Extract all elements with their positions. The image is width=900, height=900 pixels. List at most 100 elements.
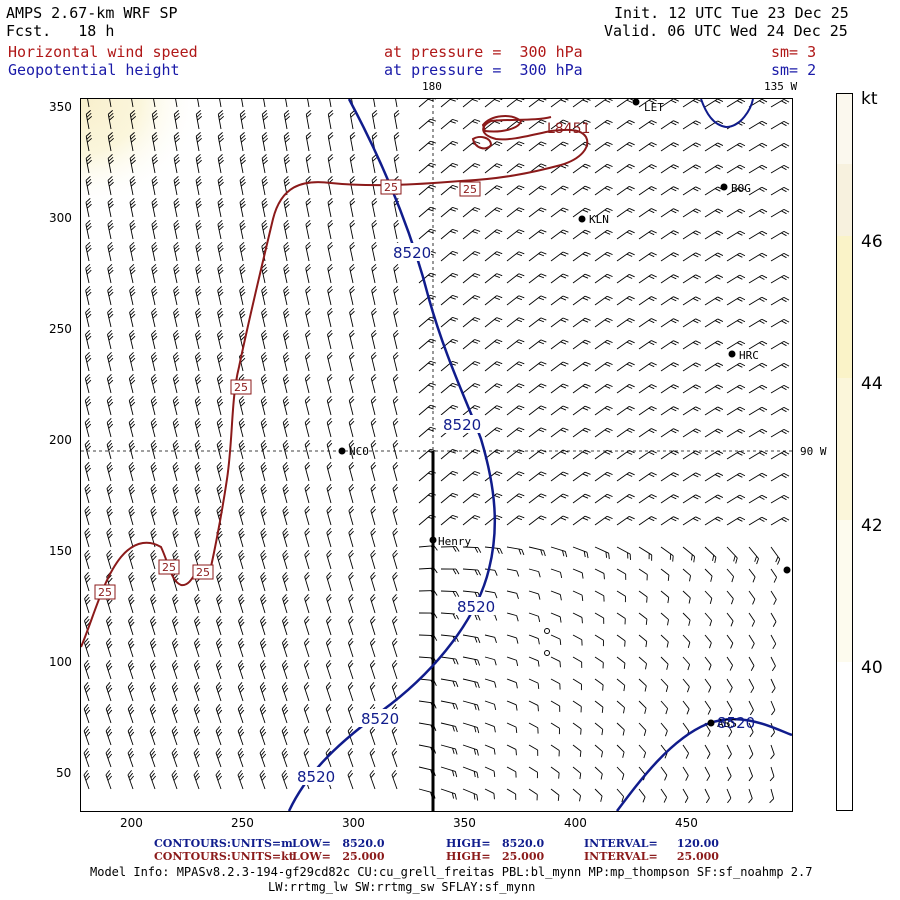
wind-barb [304,418,311,438]
wind-barb [216,550,223,570]
wind-barb [506,449,525,460]
footer-speed-units: UNITS=kt [231,850,294,863]
y-tick-200: 200 [49,433,72,447]
wind-barb [283,198,290,218]
wind-barb [150,484,157,504]
wind-barb [682,208,702,218]
wind-barb [616,208,635,218]
wind-barb [129,330,136,350]
wind-barb [150,440,158,460]
wind-barb [572,678,582,691]
wind-barb [770,230,790,240]
wind-barb [726,340,746,350]
wind-barb [660,186,679,196]
wind-barb [594,678,604,691]
wind-barb [462,678,480,689]
wind-barb [260,352,268,372]
wind-barb [682,186,702,196]
wind-barb [105,770,113,790]
colorbar-label-44: 44 [861,374,883,394]
wind-barb [616,186,635,196]
wind-barb [572,295,591,306]
wind-barb [594,493,613,504]
height-label-5: 8520 [297,768,335,786]
wind-barb [127,770,135,790]
wind-barb [194,418,202,438]
wind-barb [506,722,518,733]
wind-barb [215,770,223,790]
wind-barb [370,572,376,592]
wind-barb [638,546,653,561]
wind-barb [704,384,724,394]
wind-barb [371,176,378,196]
wind-barb [283,220,290,240]
wind-barb [216,374,224,394]
wind-barb [528,229,547,240]
wind-barb [238,462,245,482]
svg-text:LET: LET [644,101,664,114]
wind-barb [173,220,180,240]
wind-barb [149,704,157,724]
station-nco: NCO [338,445,369,458]
wind-barb [770,450,790,460]
wind-barb [748,612,755,627]
wind-barb [282,374,290,394]
colorbar-unit: kt [861,89,878,109]
wind-barb [261,198,268,218]
wind-barb [260,550,267,570]
wind-barb [528,546,546,557]
wind-barb [348,484,355,504]
wind-barb [506,515,525,526]
wind-barb [128,396,136,416]
wind-barb [193,726,201,746]
wind-barb [128,462,135,482]
wind-barb [704,274,724,284]
wind-barb [259,682,267,702]
wind-barb [237,660,245,680]
wind-barb [303,704,310,724]
wind-barb [440,294,459,306]
wind-barb [261,220,268,240]
wind-barb [172,374,180,394]
wind-barb [107,220,114,240]
wind-barb [572,273,591,284]
wind-barb [594,405,613,416]
wind-barb [726,186,746,196]
init-time: Init. 12 UTC Tue 23 Dec 25 [614,4,849,22]
wind-barb [348,506,355,526]
wind-barb [660,274,679,284]
wind-barb [195,220,202,240]
field2-level: at pressure = 300 hPa [384,61,583,79]
wind-barb [282,550,289,570]
wind-barb [594,427,613,438]
wind-barb [726,252,746,262]
wind-barb [550,383,569,394]
wind-barb [594,612,605,624]
wind-barb [325,726,332,746]
wind-barb [660,656,669,670]
wind-barb [440,206,459,218]
wind-barb [106,352,114,372]
wind-barb [616,384,635,394]
wind-barb [572,471,591,482]
wind-barb [348,550,354,570]
wind-barb [150,616,157,636]
wind-barb [528,97,547,108]
wind-barb [660,634,669,648]
wind-barb [440,382,459,394]
wind-barb [726,700,733,715]
height-label-6: 8520 [717,714,755,732]
wind-barb [151,198,158,218]
wind-barb [704,164,724,174]
wind-barb [572,185,591,196]
valid-time: Valid. 06 UTC Wed 24 Dec 25 [604,22,848,40]
wind-barb [660,164,679,174]
wind-barb [704,296,724,306]
wind-barb [195,154,202,174]
wind-barb [594,700,604,713]
wind-barb [149,726,157,746]
wind-barb [151,286,158,306]
wind-barb [239,198,246,218]
wind-barb [726,142,746,152]
wind-barb [304,506,311,526]
